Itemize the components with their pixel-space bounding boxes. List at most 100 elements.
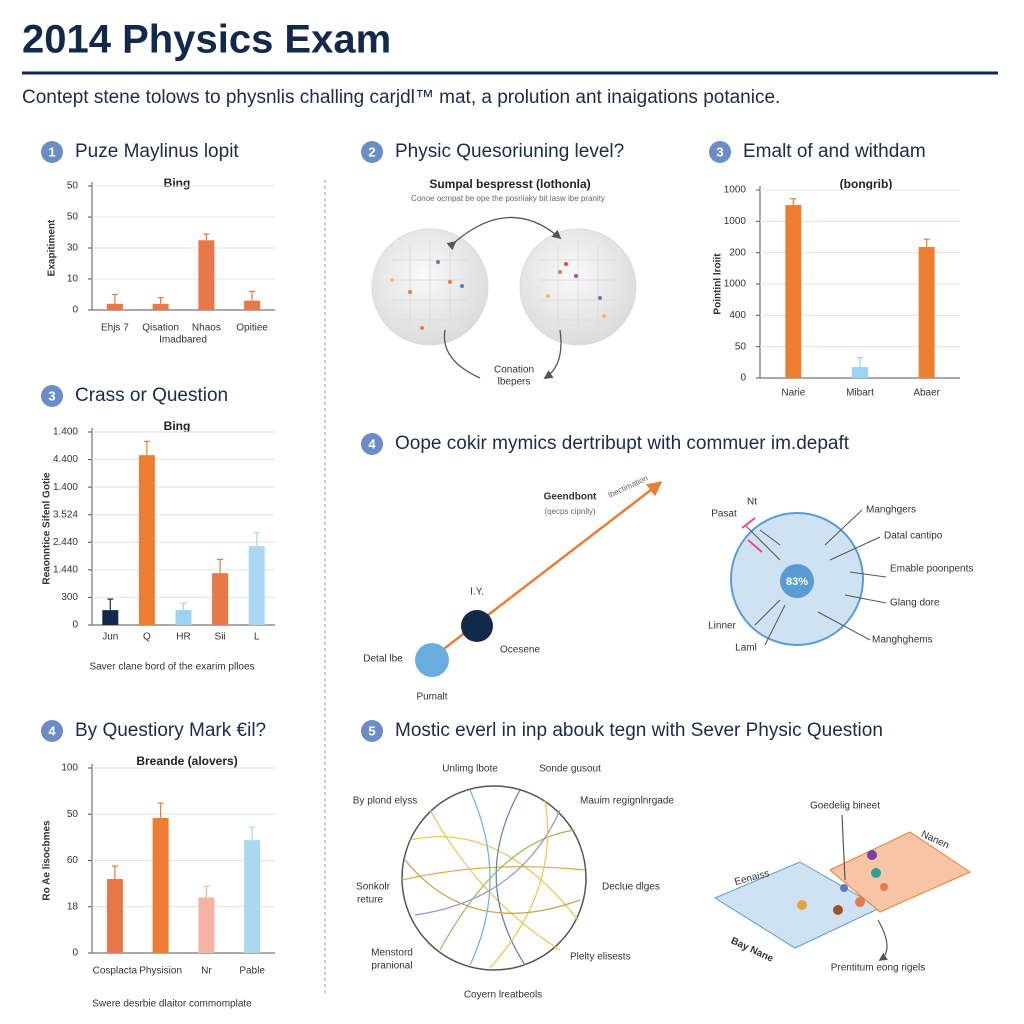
badge (41, 141, 63, 163)
diagram-label: Mauim regignlnrgade (580, 796, 674, 807)
arrow (446, 216, 562, 251)
bar (102, 610, 119, 625)
x-tick-label: HR (176, 632, 190, 643)
y-tick-label: 200 (729, 247, 746, 258)
section-heading: By Questiory Mark €il? (75, 720, 266, 741)
page-title: 2014 Physics Exam (22, 18, 391, 62)
x-tick-label: Nhaos (192, 323, 221, 334)
y-tick-label: 0 (72, 620, 78, 631)
subtitle: Contept stene tolows to physnlis challin… (22, 87, 780, 108)
diagram-label: Pumalt (416, 692, 447, 703)
y-tick-label: 300 (61, 592, 78, 603)
charge-marks (741, 517, 763, 553)
diagram-label: Menstord (371, 948, 413, 959)
diagram-label: Manghghems (872, 635, 933, 646)
diagram-caption: Conoe ocmpat be ope the posriiaky bit la… (411, 194, 605, 203)
bar (244, 300, 261, 310)
chart-title: Breande (alovers) (136, 754, 237, 768)
diagram-label: By plond elyss (353, 796, 417, 807)
y-axis-label: Ro Ae lisocbmes (42, 820, 53, 901)
chart-note: Swere desrbie dlaitor commomplate (92, 999, 252, 1010)
diagram-label: Geendbont (544, 492, 597, 503)
bar (244, 840, 261, 953)
badge (361, 141, 383, 163)
bar (106, 879, 123, 953)
y-tick-label: 1000 (724, 216, 747, 227)
x-tick-label: Cosplacta (93, 966, 138, 977)
section-heading: Emalt of and withdam (743, 141, 926, 162)
y-tick-label: 0 (740, 373, 746, 384)
bar (918, 247, 935, 378)
diagram-label: Sonde gusout (539, 764, 601, 775)
diagram-label: Unlimg lbote (442, 764, 498, 775)
diagram-label: reture (357, 895, 384, 906)
diagram-label: Coyern lreatbeols (464, 990, 542, 1001)
y-tick-label: 10 (67, 274, 79, 285)
x-tick-label: Jun (102, 632, 118, 643)
y-tick-label: 0 (72, 948, 78, 959)
y-tick-label: 1000 (724, 185, 747, 196)
badge-number: 1 (48, 144, 55, 159)
bar (852, 367, 868, 378)
y-tick-label: 4.400 (53, 454, 78, 465)
section-heading: Puze Maylinus lopit (75, 141, 239, 162)
stars (797, 850, 888, 915)
diagram-label: pranional (371, 961, 412, 972)
y-tick-label: 30 (67, 243, 79, 254)
chart-title: Bing (164, 176, 191, 190)
x-tick-label: L (254, 632, 260, 643)
y-tick-label: 1.400 (53, 427, 78, 438)
y-tick-label: 60 (67, 855, 79, 866)
y-axis-label: Exapitiment (47, 219, 58, 276)
bar (248, 546, 265, 625)
y-tick-label: 18 (67, 901, 79, 912)
plane-orange (829, 831, 972, 913)
y-axis-label: Reaonntice Sifenl Gotie (42, 472, 53, 585)
chart-note: Saver clane bord of the exarim plloes (89, 662, 254, 673)
bar (198, 240, 215, 310)
badge (41, 720, 63, 742)
bar (212, 573, 229, 625)
section-heading: Crass or Question (75, 385, 228, 406)
diagram-label: Laml (735, 643, 757, 654)
orbit-circle (401, 785, 587, 971)
x-tick-label: Abaer (913, 388, 940, 399)
diagram-label: Detal lbe (363, 654, 403, 665)
badge-number: 3 (48, 388, 55, 403)
badge-number: 4 (368, 436, 376, 451)
diagram-label: Pasat (711, 509, 737, 520)
badge (361, 720, 383, 742)
badge (41, 385, 63, 407)
arrow (443, 329, 562, 378)
diagram-label: Linner (708, 621, 736, 632)
diagram-label: Nt (747, 497, 757, 508)
diagram-label: Ocesene (500, 645, 540, 656)
y-tick-label: 2.440 (53, 537, 78, 548)
y-tick-label: 1.440 (53, 564, 78, 575)
diagram-label: Bay Nane (729, 936, 775, 965)
y-tick-label: 1.400 (53, 482, 78, 493)
arrow (841, 814, 887, 960)
diagram-label: I.Y. (470, 587, 484, 598)
badge-number: 3 (716, 144, 723, 159)
bar (138, 455, 155, 625)
diagram-label: Emable poonpents (890, 564, 973, 575)
mass-light (415, 643, 449, 677)
section-heading: Physic Quesoriuning level? (395, 141, 624, 162)
badge (709, 141, 731, 163)
y-tick-label: 400 (729, 310, 746, 321)
section-heading: Mostic everl in inp abouk tegn with Seve… (395, 720, 883, 741)
x-axis-label: Imadbared (159, 335, 207, 346)
x-tick-label: Q (143, 632, 151, 643)
bar (152, 303, 169, 310)
x-tick-label: Nr (201, 966, 212, 977)
bar (152, 817, 169, 953)
diagram-label: Glang dore (890, 598, 940, 609)
y-tick-label: 50 (67, 809, 79, 820)
y-tick-label: 50 (735, 341, 747, 352)
y-tick-label: 0 (72, 305, 78, 316)
y-axis-label: Pointinl lroiit (713, 253, 724, 315)
diagram-label: Goedelig bineet (810, 801, 880, 812)
diagram-label: Manghgers (866, 505, 916, 516)
